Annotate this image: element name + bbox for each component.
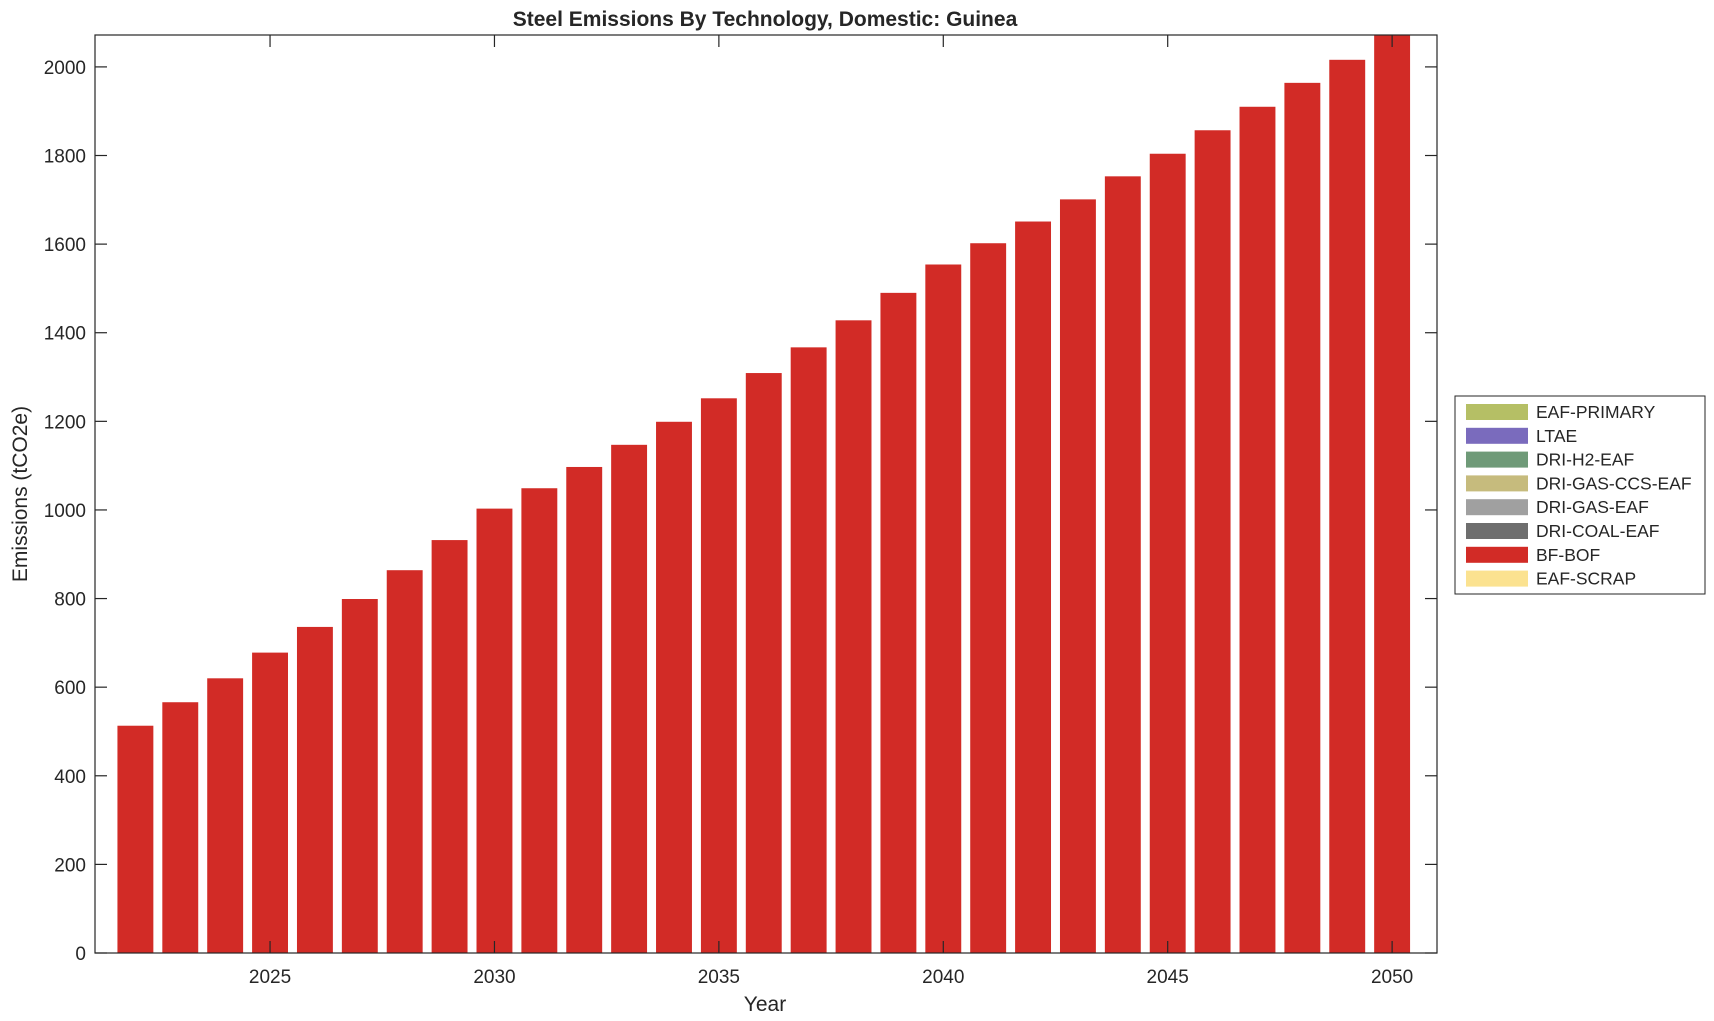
y-tick-label: 1400 [44, 324, 86, 345]
y-tick-label: 2000 [44, 58, 86, 79]
bar-bf-bof-2027 [341, 599, 378, 953]
bar-bf-bof-2050 [1374, 35, 1411, 953]
bar-bf-bof-2026 [296, 626, 333, 953]
legend-swatch-dri-coal-eaf [1466, 523, 1528, 539]
bar-bf-bof-2041 [970, 243, 1007, 954]
legend-label-dri-coal-eaf: DRI-COAL-EAF [1536, 521, 1659, 541]
y-tick-label: 1800 [44, 147, 86, 168]
legend-swatch-bf-bof [1466, 546, 1528, 563]
bar-bf-bof-2032 [566, 466, 603, 953]
legend: EAF-PRIMARY LTAE DRI-H2-EAF DRI-GAS-CCS-EAF… [1454, 395, 1706, 595]
x-axis-label: Year [744, 993, 786, 1016]
legend-swatch-dri-h2-eaf [1466, 451, 1528, 468]
y-axis: 0 200 400 600 800 1000 1200 1400 1600 1800 2000 [44, 58, 1437, 965]
y-axis-label: Emissions (tCO2e) [9, 406, 32, 582]
bar-bf-bof-2022 [117, 725, 154, 953]
legend-label-dri-h2-eaf: DRI-H2-EAF [1536, 450, 1634, 470]
bar-bf-bof-2035 [700, 398, 737, 953]
bar-bf-bof-2033 [611, 444, 648, 953]
bar-bf-bof-2046 [1194, 130, 1231, 953]
bars-layer [117, 35, 1411, 954]
bar-bf-bof-2023 [162, 702, 199, 953]
legend-swatch-dri-gas-eaf [1466, 499, 1528, 516]
legend-label-eaf-scrap: EAF-SCRAP [1536, 569, 1636, 589]
legend-label-dri-gas-ccs-eaf: DRI-GAS-CCS-EAF [1536, 473, 1692, 493]
legend-label-eaf-primary: EAF-PRIMARY [1536, 402, 1656, 422]
chart-title: Steel Emissions By Technology, Domestic:… [513, 8, 1018, 31]
y-tick-label: 1200 [44, 412, 86, 433]
bar-bf-bof-2040 [925, 264, 962, 953]
x-tick-label: 2050 [1371, 967, 1413, 988]
bar-bf-bof-2031 [521, 488, 558, 953]
bar-bf-bof-2039 [880, 292, 917, 953]
y-tick-label: 400 [54, 767, 86, 788]
y-tick-label: 800 [54, 590, 86, 611]
bar-bf-bof-2047 [1239, 106, 1276, 953]
bar-bf-bof-2044 [1104, 176, 1141, 953]
legend-swatch-eaf-primary [1466, 404, 1528, 420]
bar-bf-bof-2036 [745, 373, 782, 953]
bar-bf-bof-2048 [1284, 82, 1321, 954]
y-tick-label: 0 [75, 944, 86, 965]
bar-bf-bof-2045 [1149, 153, 1186, 954]
bar-bf-bof-2025 [252, 652, 288, 953]
bar-bf-bof-2042 [1015, 221, 1052, 953]
legend-swatch-eaf-scrap [1466, 570, 1528, 587]
bar-bf-bof-2038 [835, 320, 872, 953]
bar-bf-bof-2043 [1059, 199, 1096, 953]
plot-area-frame [94, 34, 1438, 954]
legend-label-bf-bof: BF-BOF [1536, 545, 1600, 565]
legend-swatch-dri-gas-ccs-eaf [1466, 475, 1528, 492]
y-tick-label: 1600 [44, 235, 86, 256]
y-tick-label: 600 [54, 678, 86, 699]
x-tick-label: 2030 [473, 967, 515, 988]
legend-swatch-ltae [1466, 427, 1528, 444]
bar-bf-bof-2037 [790, 347, 827, 954]
bar-bf-bof-2030 [476, 508, 513, 953]
legend-label-ltae: LTAE [1536, 426, 1577, 446]
legend-label-dri-gas-eaf: DRI-GAS-EAF [1536, 497, 1649, 517]
bar-bf-bof-2049 [1329, 59, 1366, 954]
x-axis: 2025 2030 2035 2040 2045 2050 [249, 35, 1413, 988]
x-tick-label: 2040 [922, 967, 964, 988]
bar-bf-bof-2034 [656, 421, 692, 953]
y-tick-label: 200 [54, 855, 86, 876]
y-tick-label: 1000 [44, 501, 86, 522]
bar-bf-bof-2024 [207, 678, 244, 953]
bar-bf-bof-2029 [431, 540, 468, 953]
x-tick-label: 2045 [1147, 967, 1189, 988]
bar-bf-bof-2028 [386, 570, 423, 953]
x-tick-label: 2025 [249, 967, 291, 988]
x-tick-label: 2035 [698, 967, 740, 988]
